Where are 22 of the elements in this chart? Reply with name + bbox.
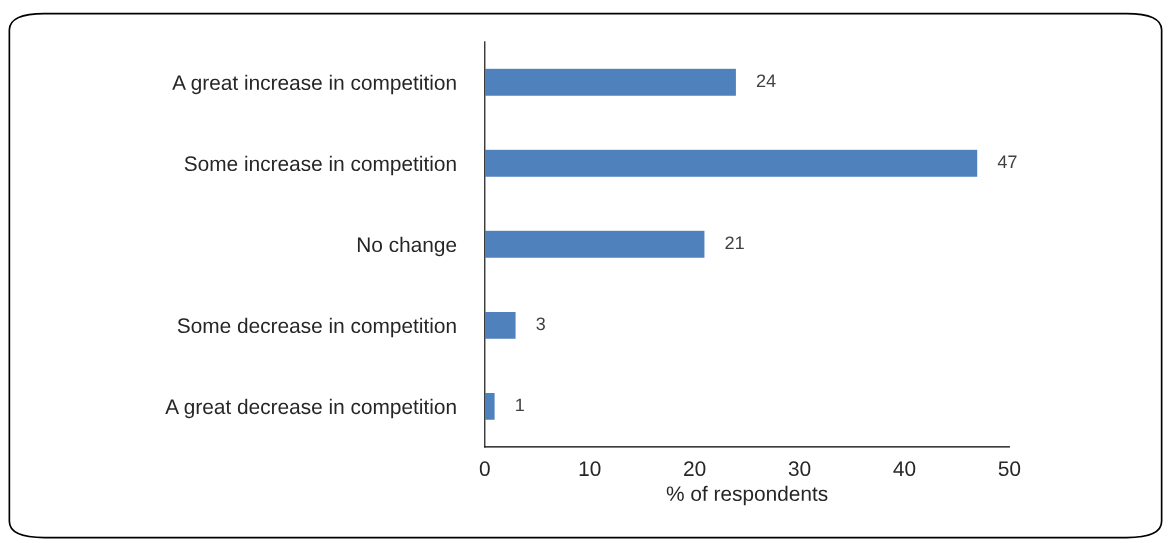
bar <box>484 391 496 422</box>
data-label: 47 <box>997 155 1017 168</box>
y-tick-label: A great decrease in competition <box>165 398 456 419</box>
y-tick-label: Some decrease in competition <box>177 317 456 338</box>
x-tick-label: 10 <box>579 461 601 477</box>
x-tick-label: 0 <box>479 461 490 477</box>
x-tick-label: 20 <box>684 461 706 477</box>
data-label: 24 <box>756 74 776 87</box>
x-tick-label: 40 <box>893 461 916 477</box>
bar <box>484 310 517 341</box>
bar <box>484 148 979 179</box>
bar <box>484 229 706 260</box>
data-label: 21 <box>725 236 744 250</box>
data-label: 3 <box>536 317 545 331</box>
y-tick-label: A great increase in competition <box>172 74 456 95</box>
x-tick-label: 50 <box>998 461 1021 477</box>
bar <box>484 67 738 98</box>
x-axis-title: % of respondents <box>666 485 828 506</box>
y-tick-label: No change <box>357 236 457 257</box>
data-label: 1 <box>516 398 524 412</box>
x-tick-label: 30 <box>788 461 811 477</box>
y-tick-label: Some increase in competition <box>184 155 456 176</box>
